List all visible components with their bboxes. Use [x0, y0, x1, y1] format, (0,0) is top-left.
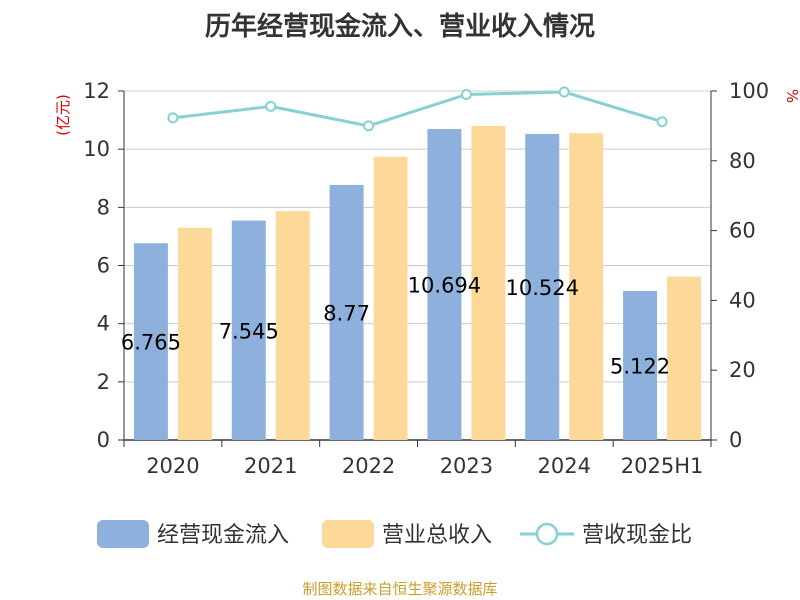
bar-total-revenue — [667, 276, 702, 440]
chart-title: 历年经营现金流入、营业收入情况 — [204, 12, 595, 42]
data-label: 10.694 — [408, 273, 481, 297]
right-axis-tick-label: 40 — [729, 288, 756, 312]
bar-operating-cash-inflow — [329, 184, 364, 440]
x-axis-tick-label: 2020 — [146, 454, 199, 478]
line-point — [460, 88, 472, 100]
right-axis-unit: % — [783, 89, 800, 103]
left-axis-tick-label: 2 — [97, 370, 110, 394]
bar-total-revenue — [373, 156, 408, 440]
bar-operating-cash-inflow — [525, 133, 560, 440]
right-axis-tick-label: 100 — [729, 79, 769, 103]
bar-operating-cash-inflow — [133, 243, 168, 440]
data-label: 10.524 — [506, 276, 579, 300]
legend-swatch-marker — [535, 522, 559, 546]
bar-total-revenue — [471, 125, 506, 441]
bar-total-revenue — [275, 211, 310, 440]
source-note: 制图数据来自恒生聚源数据库 — [302, 580, 498, 598]
legend-swatch-operating-cash-inflow — [97, 520, 149, 548]
left-axis-tick-label: 12 — [83, 79, 110, 103]
legend-label-revenue-cash-ratio: 营收现金比 — [582, 523, 692, 548]
bar-operating-cash-inflow — [623, 291, 658, 440]
left-axis-tick-label: 0 — [97, 428, 110, 452]
line-point — [656, 116, 668, 128]
bar-operating-cash-inflow — [231, 220, 266, 440]
line-point — [265, 100, 277, 112]
data-label: 6.765 — [121, 331, 181, 355]
legend-label-total-revenue: 营业总收入 — [382, 523, 492, 548]
left-axis-unit: (亿元) — [54, 94, 72, 136]
left-axis-tick-label: 6 — [97, 254, 110, 278]
legend-swatch-total-revenue — [322, 520, 374, 548]
x-axis-tick-label: 2021 — [244, 454, 297, 478]
left-axis-tick-label: 8 — [97, 195, 110, 219]
right-axis-tick-label: 60 — [729, 219, 756, 243]
line-point — [363, 120, 375, 132]
left-axis-tick-label: 4 — [97, 312, 110, 336]
x-axis-tick-label: 2024 — [538, 454, 591, 478]
data-label: 5.122 — [610, 355, 670, 379]
line-point — [558, 86, 570, 98]
x-axis-tick-label: 2022 — [342, 454, 395, 478]
right-axis-tick-label: 20 — [729, 358, 756, 382]
legend-label-operating-cash-inflow: 经营现金流入 — [157, 523, 289, 548]
data-label: 7.545 — [219, 319, 279, 343]
right-axis-tick-label: 80 — [729, 149, 756, 173]
right-axis-tick-label: 0 — [729, 428, 742, 452]
x-axis-tick-label: 2025H1 — [621, 454, 704, 478]
line-revenue-cash-ratio — [172, 90, 663, 128]
data-label: 8.77 — [323, 301, 370, 325]
bar-total-revenue — [569, 133, 604, 440]
left-axis-tick-label: 10 — [83, 137, 110, 161]
bar-operating-cash-inflow — [427, 128, 462, 440]
bar-total-revenue — [177, 227, 212, 440]
line-point — [167, 112, 179, 124]
x-axis-tick-label: 2023 — [440, 454, 493, 478]
